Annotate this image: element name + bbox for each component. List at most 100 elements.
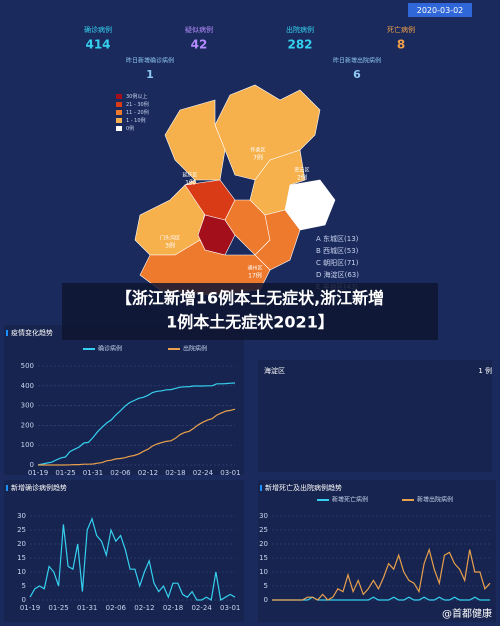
district-list-item: D 海淀区(63) xyxy=(316,270,359,279)
new-stat-value: 6 xyxy=(353,68,361,81)
x-tick-label: 02-24 xyxy=(191,604,212,612)
title-marker xyxy=(6,330,8,336)
y-tick-label: 20 xyxy=(17,540,26,548)
y-tick-label: 0 xyxy=(30,461,34,469)
x-tick-label: 02-18 xyxy=(165,469,185,477)
y-tick-label: 30 xyxy=(17,512,26,520)
district-list-item: A 东城区(13) xyxy=(316,234,359,243)
district-count: 1例 xyxy=(185,179,195,187)
ranking-name: 海淀区 xyxy=(264,366,285,375)
series-line xyxy=(272,547,491,601)
y-tick-label: 10 xyxy=(17,568,26,576)
x-tick-label: 03-01 xyxy=(220,604,240,612)
y-tick-label: 10 xyxy=(259,568,268,576)
district-name: 门头沟区 xyxy=(160,235,180,242)
banner: 【浙江新增16例本土无症状,浙江新增 1例本土无症状2021】 xyxy=(62,283,438,340)
stat-label: 疑似病例 xyxy=(185,25,213,34)
stat-value: 8 xyxy=(397,38,405,52)
series-line xyxy=(37,382,236,466)
legend-swatch xyxy=(116,126,122,131)
district-name: 密云区 xyxy=(294,167,309,174)
y-tick-label: 100 xyxy=(21,441,34,449)
series-line xyxy=(38,408,236,466)
x-tick-label: 02-06 xyxy=(106,604,127,612)
district-list-item: B 西城区(53) xyxy=(316,247,359,255)
x-tick-label: 01-19 xyxy=(28,469,48,477)
legend-label: 11 - 20例 xyxy=(126,109,149,116)
x-tick-label: 02-06 xyxy=(110,469,131,477)
y-tick-label: 0 xyxy=(22,596,26,604)
legend-label: 30例以上 xyxy=(126,93,147,100)
stat-label: 死亡病例 xyxy=(387,25,415,34)
chart-panel xyxy=(258,480,496,622)
x-tick-label: 01-19 xyxy=(20,604,40,612)
legend-label: 确诊病例 xyxy=(98,345,122,353)
legend-swatch xyxy=(116,118,122,123)
legend-swatch xyxy=(116,102,122,107)
y-tick-label: 15 xyxy=(259,554,268,562)
x-tick-label: 01-25 xyxy=(48,604,68,612)
new-stat-value: 1 xyxy=(146,68,154,81)
district-count: 3例 xyxy=(165,242,175,250)
title-marker xyxy=(260,485,262,491)
date-box xyxy=(408,3,472,17)
chart-title: 新增确诊病例趋势 xyxy=(11,483,67,492)
ranking-panel xyxy=(258,360,492,472)
y-tick-label: 20 xyxy=(259,540,268,548)
y-tick-label: 500 xyxy=(21,362,34,370)
stat-label: 出院病例 xyxy=(286,25,314,34)
chart-title: 新增死亡及出院病例趋势 xyxy=(265,483,342,492)
district-list-item: C 朝阳区(71) xyxy=(316,258,359,267)
district-count: 7例 xyxy=(253,154,263,162)
chart-panel xyxy=(4,480,244,622)
district-name: 平谷区 xyxy=(299,209,314,216)
series-line xyxy=(272,596,490,601)
date: 2020-03-02 xyxy=(417,6,464,15)
banner-line: 1例本土无症状2021】 xyxy=(166,313,334,332)
banner-bg xyxy=(62,283,438,340)
x-tick-label: 01-25 xyxy=(55,469,75,477)
y-tick-label: 300 xyxy=(21,402,34,410)
x-tick-label: 02-24 xyxy=(193,469,214,477)
ranking-label: 1 例 xyxy=(478,366,492,375)
new-stat-label: 昨日新增确诊病例 xyxy=(126,57,174,65)
stat-value: 414 xyxy=(85,38,110,52)
stat-value: 42 xyxy=(191,38,208,52)
district-count: 0例 xyxy=(302,216,312,224)
district-name: 通州区 xyxy=(247,265,262,272)
y-tick-label: 200 xyxy=(21,421,34,429)
legend-label: 出院病例 xyxy=(183,345,207,353)
watermark: @首都健康 xyxy=(442,607,492,620)
legend-label: 0例 xyxy=(126,125,134,132)
x-tick-label: 02-12 xyxy=(134,604,154,612)
x-tick-label: 02-18 xyxy=(163,604,183,612)
legend-label: 21 - 30例 xyxy=(126,101,149,108)
x-tick-label: 03-01 xyxy=(220,469,240,477)
y-tick-label: 30 xyxy=(259,512,268,520)
chart-panel xyxy=(4,325,244,475)
x-tick-label: 01-31 xyxy=(77,604,97,612)
district-count: 17例 xyxy=(248,272,262,280)
series-line xyxy=(29,516,236,601)
legend-swatch xyxy=(116,94,122,99)
stat-label: 确诊病例 xyxy=(84,25,112,34)
district-name: 延庆区 xyxy=(182,172,197,179)
district xyxy=(254,209,301,271)
banner-line: 【浙江新增16例本土无症状,浙江新增 xyxy=(116,289,384,308)
legend-label: 1 - 10例 xyxy=(126,117,146,124)
y-tick-label: 5 xyxy=(264,582,268,590)
y-tick-label: 400 xyxy=(21,382,34,390)
y-tick-label: 0 xyxy=(264,596,268,604)
y-tick-label: 25 xyxy=(259,526,268,534)
legend-label: 新增出院病例 xyxy=(417,496,453,504)
stat-value: 282 xyxy=(287,38,312,52)
title-marker xyxy=(6,485,8,491)
y-tick-label: 5 xyxy=(22,582,26,590)
chart-title: 疫情变化趋势 xyxy=(11,328,53,337)
legend-swatch xyxy=(116,110,122,115)
x-tick-label: 01-31 xyxy=(83,469,103,477)
x-tick-label: 02-12 xyxy=(138,469,158,477)
new-stat-label: 昨日新增出院病例 xyxy=(333,57,381,65)
